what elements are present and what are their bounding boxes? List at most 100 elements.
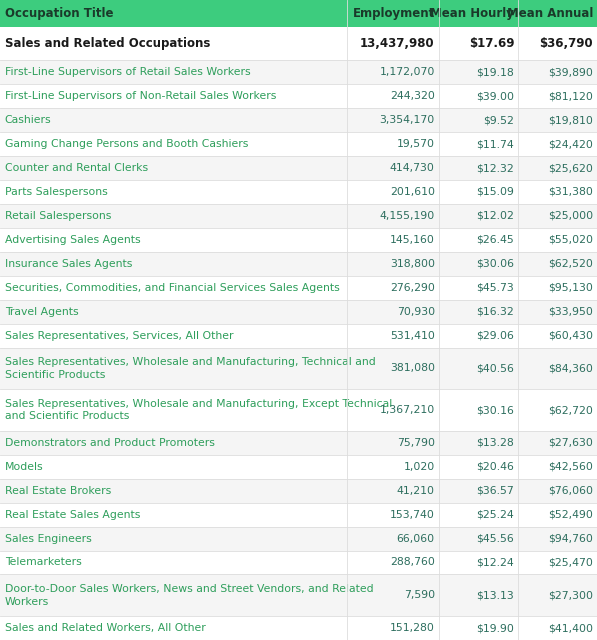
Bar — [0, 431, 597, 455]
Text: 41,210: 41,210 — [397, 486, 435, 495]
Text: First-Line Supervisors of Non-Retail Sales Workers: First-Line Supervisors of Non-Retail Sal… — [5, 92, 276, 101]
Text: Mean Annual: Mean Annual — [507, 7, 593, 20]
Text: $19,810: $19,810 — [548, 115, 593, 125]
Text: $11.74: $11.74 — [476, 139, 514, 149]
Text: 244,320: 244,320 — [390, 92, 435, 101]
Bar — [0, 228, 597, 252]
Text: Sales Engineers: Sales Engineers — [5, 534, 91, 543]
Text: 13,437,980: 13,437,980 — [360, 37, 435, 50]
Text: $19.90: $19.90 — [476, 623, 514, 633]
Text: $45.56: $45.56 — [476, 534, 514, 543]
Text: Parts Salespersons: Parts Salespersons — [5, 187, 107, 197]
Text: $52,490: $52,490 — [548, 509, 593, 520]
Bar — [0, 27, 597, 60]
Text: $42,560: $42,560 — [548, 461, 593, 472]
Bar — [0, 60, 597, 84]
Text: Door-to-Door Sales Workers, News and Street Vendors, and Related
Workers: Door-to-Door Sales Workers, News and Str… — [5, 584, 373, 607]
Text: 3,354,170: 3,354,170 — [380, 115, 435, 125]
Text: Sales Representatives, Wholesale and Manufacturing, Except Technical
and Scienti: Sales Representatives, Wholesale and Man… — [5, 399, 392, 421]
Text: $25,470: $25,470 — [548, 557, 593, 568]
Bar — [0, 502, 597, 527]
Text: 288,760: 288,760 — [390, 557, 435, 568]
Text: $94,760: $94,760 — [548, 534, 593, 543]
Text: $41,400: $41,400 — [548, 623, 593, 633]
Bar — [0, 0, 597, 27]
Text: First-Line Supervisors of Retail Sales Workers: First-Line Supervisors of Retail Sales W… — [5, 67, 250, 77]
Text: $39,890: $39,890 — [548, 67, 593, 77]
Text: 19,570: 19,570 — [397, 139, 435, 149]
Text: 1,172,070: 1,172,070 — [380, 67, 435, 77]
Text: 276,290: 276,290 — [390, 283, 435, 292]
Text: 153,740: 153,740 — [390, 509, 435, 520]
Text: 66,060: 66,060 — [396, 534, 435, 543]
Text: 1,367,210: 1,367,210 — [380, 405, 435, 415]
Text: Sales Representatives, Wholesale and Manufacturing, Technical and
Scientific Pro: Sales Representatives, Wholesale and Man… — [5, 357, 376, 380]
Text: $9.52: $9.52 — [484, 115, 514, 125]
Text: Retail Salespersons: Retail Salespersons — [5, 211, 111, 221]
Bar — [0, 300, 597, 324]
Text: 70,930: 70,930 — [396, 307, 435, 317]
Bar — [0, 616, 597, 640]
Text: $25,620: $25,620 — [548, 163, 593, 173]
Text: Real Estate Sales Agents: Real Estate Sales Agents — [5, 509, 140, 520]
Text: 7,590: 7,590 — [404, 590, 435, 600]
Text: 381,080: 381,080 — [390, 364, 435, 373]
Text: Sales Representatives, Services, All Other: Sales Representatives, Services, All Oth… — [5, 331, 233, 340]
Bar — [0, 252, 597, 276]
Text: $45.73: $45.73 — [476, 283, 514, 292]
Text: $39.00: $39.00 — [476, 92, 514, 101]
Text: $55,020: $55,020 — [548, 235, 593, 245]
Text: Cashiers: Cashiers — [5, 115, 51, 125]
Text: $81,120: $81,120 — [548, 92, 593, 101]
Text: $25,000: $25,000 — [548, 211, 593, 221]
Bar — [0, 180, 597, 204]
Text: Models: Models — [5, 461, 44, 472]
Text: 1,020: 1,020 — [404, 461, 435, 472]
Text: Counter and Rental Clerks: Counter and Rental Clerks — [5, 163, 148, 173]
Text: $12.32: $12.32 — [476, 163, 514, 173]
Text: $24,420: $24,420 — [548, 139, 593, 149]
Text: $62,720: $62,720 — [548, 405, 593, 415]
Text: $40.56: $40.56 — [476, 364, 514, 373]
Text: Travel Agents: Travel Agents — [5, 307, 78, 317]
Bar — [0, 324, 597, 348]
Bar — [0, 276, 597, 300]
Text: $15.09: $15.09 — [476, 187, 514, 197]
Text: $12.24: $12.24 — [476, 557, 514, 568]
Bar — [0, 575, 597, 616]
Text: 145,160: 145,160 — [390, 235, 435, 245]
Text: $84,360: $84,360 — [548, 364, 593, 373]
Text: $62,520: $62,520 — [548, 259, 593, 269]
Text: 201,610: 201,610 — [390, 187, 435, 197]
Text: $27,300: $27,300 — [548, 590, 593, 600]
Bar — [0, 550, 597, 575]
Text: $29.06: $29.06 — [476, 331, 514, 340]
Text: $31,380: $31,380 — [548, 187, 593, 197]
Text: 318,800: 318,800 — [390, 259, 435, 269]
Text: $19.18: $19.18 — [476, 67, 514, 77]
Text: $30.16: $30.16 — [476, 405, 514, 415]
Text: $60,430: $60,430 — [548, 331, 593, 340]
Bar — [0, 156, 597, 180]
Text: Securities, Commodities, and Financial Services Sales Agents: Securities, Commodities, and Financial S… — [5, 283, 340, 292]
Text: $76,060: $76,060 — [548, 486, 593, 495]
Text: 151,280: 151,280 — [390, 623, 435, 633]
Text: 414,730: 414,730 — [390, 163, 435, 173]
Text: $13.28: $13.28 — [476, 438, 514, 448]
Bar — [0, 84, 597, 108]
Text: Demonstrators and Product Promoters: Demonstrators and Product Promoters — [5, 438, 215, 448]
Text: $36.57: $36.57 — [476, 486, 514, 495]
Bar — [0, 132, 597, 156]
Text: Mean Hourly: Mean Hourly — [430, 7, 514, 20]
Text: $95,130: $95,130 — [548, 283, 593, 292]
Bar — [0, 389, 597, 431]
Bar — [0, 108, 597, 132]
Text: 75,790: 75,790 — [397, 438, 435, 448]
Text: $27,630: $27,630 — [548, 438, 593, 448]
Text: $17.69: $17.69 — [469, 37, 514, 50]
Bar — [0, 527, 597, 550]
Text: $30.06: $30.06 — [476, 259, 514, 269]
Bar — [0, 204, 597, 228]
Bar — [0, 455, 597, 479]
Text: Sales and Related Occupations: Sales and Related Occupations — [5, 37, 210, 50]
